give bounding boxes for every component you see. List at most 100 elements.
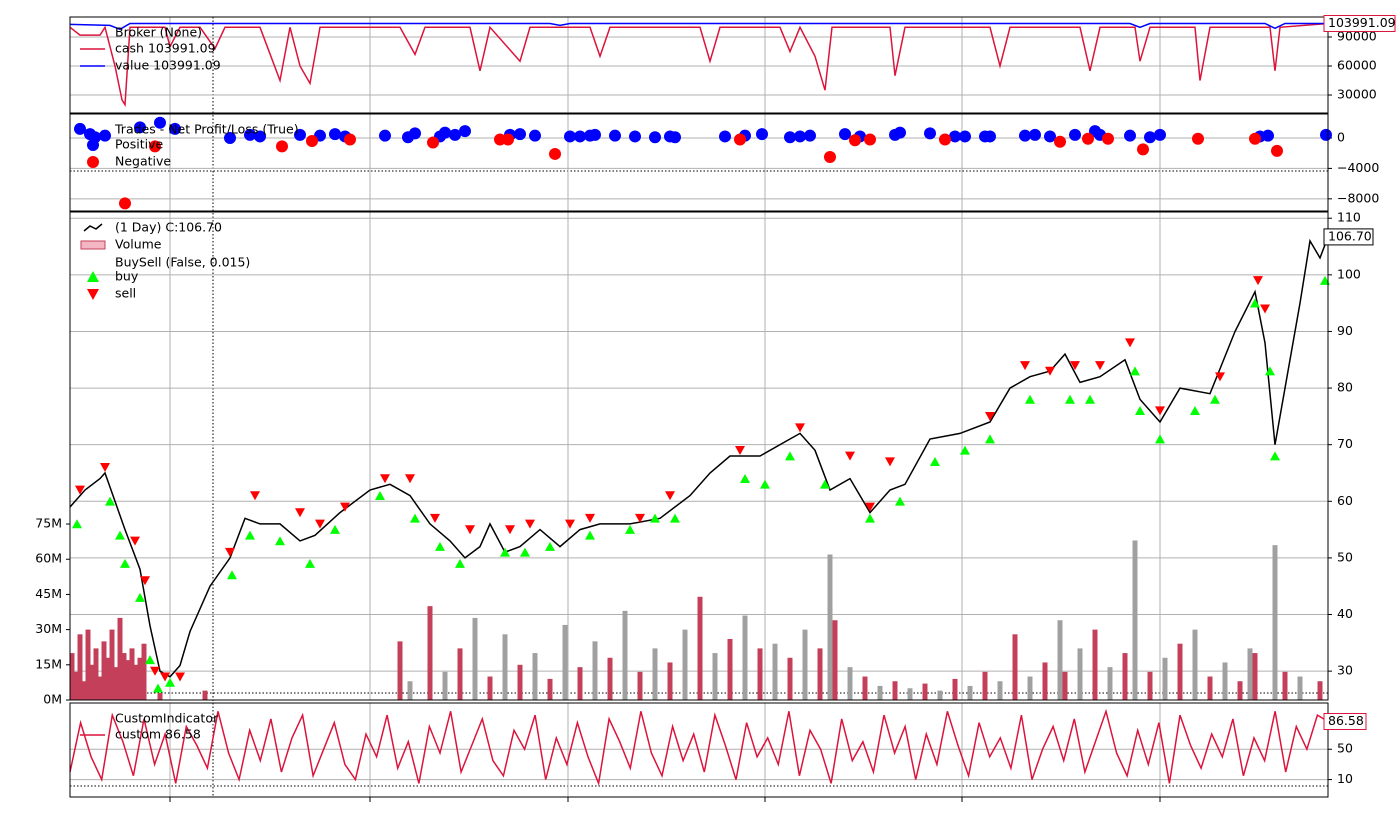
volume-bar bbox=[97, 676, 103, 700]
sell-marker bbox=[865, 502, 875, 512]
trade-point bbox=[294, 128, 306, 141]
y-tick-label: 60000 bbox=[1337, 58, 1377, 73]
buy-marker bbox=[650, 513, 660, 523]
buy-marker bbox=[1065, 394, 1075, 404]
trade-point bbox=[756, 128, 768, 141]
volume-bar bbox=[742, 615, 748, 700]
y2-tick-label: 60M bbox=[35, 551, 62, 566]
sell-marker bbox=[845, 451, 855, 461]
volume-bar bbox=[622, 610, 628, 700]
trade-point bbox=[449, 128, 461, 141]
buy-marker bbox=[165, 677, 175, 687]
y-tick-label: 30000 bbox=[1337, 87, 1377, 102]
volume-bar bbox=[682, 629, 688, 700]
y-tick-label: 30 bbox=[1337, 663, 1353, 678]
y-tick-label: 90000 bbox=[1337, 29, 1377, 44]
trade-point bbox=[74, 122, 86, 135]
volume-bar bbox=[1062, 671, 1068, 700]
volume-bar bbox=[73, 671, 79, 700]
buy-marker bbox=[227, 570, 237, 580]
y-tick-label: 40 bbox=[1337, 606, 1353, 621]
trade-point bbox=[669, 131, 681, 144]
sell-marker bbox=[985, 412, 995, 422]
buy-marker bbox=[330, 524, 340, 534]
buy-marker bbox=[305, 558, 315, 568]
legend-label: BuySell (False, 0.015) bbox=[115, 255, 250, 270]
volume-bar bbox=[487, 676, 493, 700]
volume-bar bbox=[1147, 671, 1153, 700]
trade-point bbox=[984, 130, 996, 143]
buy-marker bbox=[115, 530, 125, 540]
trade-point bbox=[1044, 130, 1056, 143]
sell-marker bbox=[250, 491, 260, 501]
buy-marker bbox=[120, 558, 130, 568]
line-series bbox=[69, 22, 1328, 31]
legend-label: Volume bbox=[115, 237, 162, 252]
sell-marker bbox=[1253, 276, 1263, 286]
trade-point bbox=[629, 130, 641, 143]
volume-bar bbox=[562, 624, 568, 700]
sell-marker bbox=[1260, 304, 1270, 314]
trade-point bbox=[794, 130, 806, 143]
trade-point bbox=[1271, 144, 1283, 157]
volume-bar bbox=[967, 685, 973, 700]
y-tick-label: −8000 bbox=[1337, 190, 1379, 205]
volume-bar bbox=[862, 676, 868, 700]
trade-point bbox=[1320, 128, 1332, 141]
volume-bar bbox=[892, 681, 898, 700]
trade-point bbox=[784, 131, 796, 144]
sell-marker bbox=[465, 525, 475, 535]
legend-label: CustomIndicator bbox=[115, 711, 219, 726]
volume-bar bbox=[922, 683, 928, 700]
volume-bar bbox=[547, 678, 553, 700]
legend-marker bbox=[87, 139, 99, 151]
sell-marker bbox=[315, 519, 325, 529]
volume-bar bbox=[472, 617, 478, 700]
sell-marker bbox=[565, 519, 575, 529]
buy-marker bbox=[375, 490, 385, 500]
trade-point bbox=[154, 116, 166, 129]
sell-marker bbox=[430, 513, 440, 523]
volume-bar bbox=[1027, 676, 1033, 700]
trade-point bbox=[574, 130, 586, 143]
volume-bar bbox=[85, 629, 91, 700]
trade-point bbox=[379, 129, 391, 142]
legend-marker bbox=[87, 271, 99, 282]
buy-marker bbox=[455, 558, 465, 568]
y-tick-label: 70 bbox=[1337, 436, 1353, 451]
volume-bar bbox=[397, 641, 403, 700]
y-tick-label: 80 bbox=[1337, 380, 1353, 395]
volume-bar bbox=[137, 657, 143, 700]
volume-bar bbox=[121, 653, 127, 700]
sell-marker bbox=[160, 672, 170, 682]
y-tick-label: 0 bbox=[1337, 129, 1345, 144]
sell-marker bbox=[1125, 338, 1135, 348]
legend-label: Broker (None) bbox=[115, 25, 202, 40]
buy-marker bbox=[500, 547, 510, 557]
sell-marker bbox=[735, 446, 745, 455]
panel-frame bbox=[69, 113, 1329, 212]
buy-marker bbox=[960, 445, 970, 455]
legend-label: custom 86.58 bbox=[115, 727, 201, 742]
trade-point bbox=[649, 131, 661, 144]
sell-marker bbox=[1045, 366, 1055, 376]
trade-point bbox=[244, 128, 256, 141]
volume-bar bbox=[109, 629, 115, 700]
trade-point bbox=[894, 126, 906, 139]
trade-point bbox=[409, 127, 421, 140]
trade-point bbox=[1154, 128, 1166, 141]
volume-bar bbox=[1077, 648, 1083, 700]
trade-point bbox=[939, 133, 951, 146]
trade-point bbox=[609, 129, 621, 142]
y-tick-label: 10 bbox=[1337, 771, 1353, 786]
buy-marker bbox=[625, 524, 635, 534]
sell-marker bbox=[140, 576, 150, 586]
volume-bar bbox=[1247, 648, 1253, 700]
volume-bar bbox=[637, 671, 643, 700]
y-tick-label: 50 bbox=[1337, 741, 1353, 756]
legend-label: Positive bbox=[115, 137, 163, 152]
legend-line bbox=[83, 223, 103, 232]
y-tick-label: 60 bbox=[1337, 493, 1353, 508]
